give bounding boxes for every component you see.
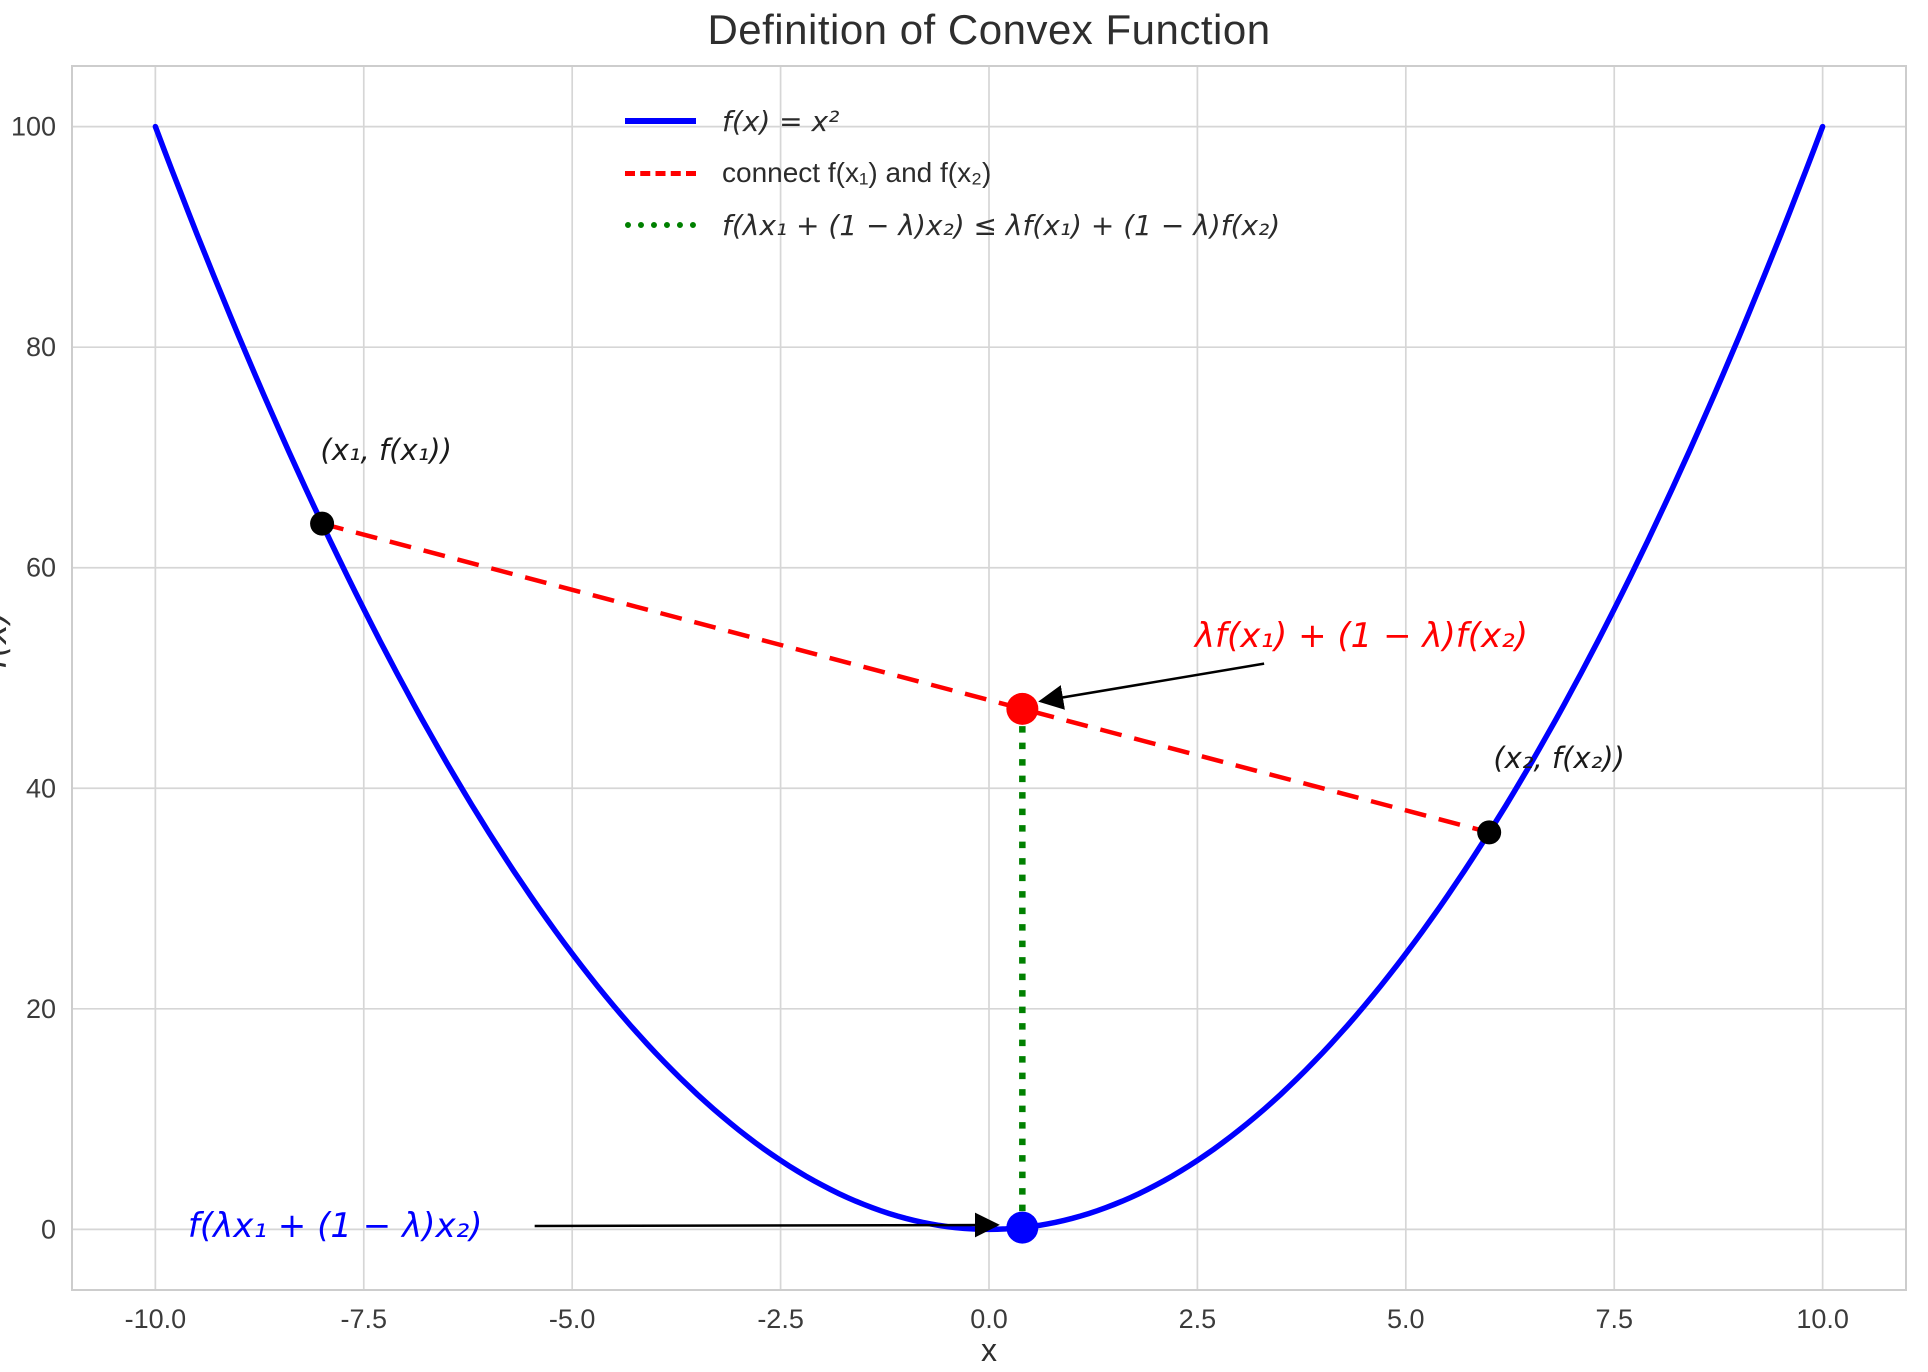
x-tick-label: 5.0: [1387, 1304, 1425, 1334]
y-tick-label: 0: [41, 1214, 56, 1244]
label-point-x2: (x₂, f(x₂)): [1493, 741, 1625, 776]
y-tick-label: 80: [26, 332, 56, 362]
legend-line-solid-icon: [625, 118, 696, 124]
label-chord-value: λf(x₁) + (1 − λ)f(x₂): [1194, 616, 1529, 657]
legend-label-chord: connect f(x₁) and f(x₂): [722, 157, 992, 188]
marker-point-curve: [1006, 1211, 1039, 1244]
x-tick-label: -7.5: [341, 1304, 388, 1334]
legend-line-dashed-icon: [625, 170, 696, 176]
plot-frame: [71, 65, 1907, 1291]
legend-label-inequality: f(λx₁ + (1 − λ)x₂) ≤ λf(x₁) + (1 − λ)f(x…: [722, 208, 1281, 242]
x-tick-label: 7.5: [1595, 1304, 1633, 1334]
annotation-arrow: [534, 1212, 1000, 1238]
x-tick-label: 10.0: [1796, 1304, 1849, 1334]
legend: f(x) = x² connect f(x₁) and f(x₂) f(λx₁ …: [625, 95, 1280, 251]
chart-title: Definition of Convex Function: [707, 6, 1271, 53]
legend-entry-inequality: f(λx₁ + (1 − λ)x₂) ≤ λf(x₁) + (1 − λ)f(x…: [625, 199, 1280, 251]
y-tick-label: 20: [26, 994, 56, 1024]
legend-line-dotted-icon: [625, 222, 696, 228]
y-axis-label: f(x): [0, 610, 15, 670]
label-curve-value: f(λx₁ + (1 − λ)x₂): [187, 1205, 483, 1246]
y-tick-label: 40: [26, 773, 56, 803]
chord-line: [321, 521, 1490, 835]
annotation-arrow: [1038, 662, 1265, 710]
legend-entry-curve: f(x) = x²: [625, 95, 1280, 147]
x-tick-label: -10.0: [125, 1304, 187, 1334]
legend-entry-chord: connect f(x₁) and f(x₂): [625, 147, 1280, 199]
marker-point-x1: [310, 511, 335, 536]
x-tick-label: 0.0: [970, 1304, 1008, 1334]
x-axis-label: x: [981, 1332, 997, 1368]
x-tick-label: -2.5: [757, 1304, 804, 1334]
y-tick-label: 100: [11, 112, 56, 142]
x-tick-label: 2.5: [1179, 1304, 1217, 1334]
label-point-x1: (x₁, f(x₁)): [320, 433, 452, 468]
legend-label-curve: f(x) = x²: [722, 104, 840, 138]
x-tick-label: -5.0: [549, 1304, 596, 1334]
marker-point-x2: [1477, 820, 1502, 845]
marker-point-chord: [1006, 692, 1039, 725]
y-tick-label: 60: [26, 553, 56, 583]
